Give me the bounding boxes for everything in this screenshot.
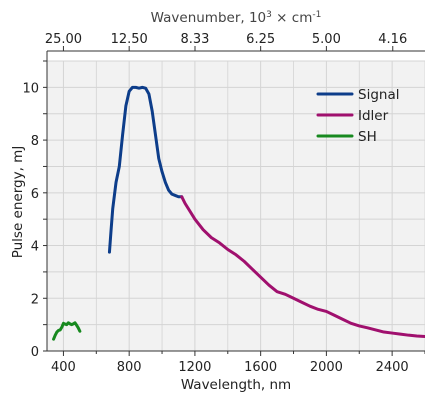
series-line-idler: [180, 195, 425, 338]
y-tick-label: 0: [31, 345, 39, 360]
top-tick-label: 12.50: [111, 32, 148, 47]
top-wavenumber-axis: 25.00 12.50 8.33 6.25 5.00 4.16: [45, 32, 407, 51]
horizontal-gridlines: [47, 60, 425, 326]
y-tick-label: 2: [31, 292, 39, 307]
x-axis-label: Wavelength, nm: [181, 377, 291, 393]
x-tick-label: 400: [51, 360, 76, 375]
y-tick-label: 6: [31, 187, 39, 202]
x-tick-label: 2000: [310, 360, 343, 375]
top-axis-label: Wavenumber, 103 × cm-1: [151, 10, 322, 26]
legend-label-signal: Signal: [358, 87, 399, 103]
vertical-gridlines: [62, 61, 425, 351]
y-tick-label: 8: [31, 134, 39, 149]
x-tick-label: 1600: [244, 360, 277, 375]
series-line-signal: [107, 85, 184, 254]
x-tick-label: 2400: [376, 360, 409, 375]
legend-label-idler: Idler: [358, 108, 389, 124]
legend-label-sh: SH: [358, 129, 377, 145]
plot-frame: [46, 50, 425, 352]
top-tick-label: 25.00: [45, 32, 82, 47]
x-tick-label: 1200: [178, 360, 211, 375]
top-tick-label: 5.00: [312, 32, 341, 47]
series-layer: [52, 85, 425, 341]
plot-area: [47, 61, 425, 351]
x-tick-label: 800: [117, 360, 142, 375]
legend: Signal Idler SH: [316, 87, 399, 145]
series-line-sh: [52, 321, 82, 341]
left-y-axis: 0 2 4 6 8 10: [22, 60, 47, 360]
bottom-x-axis: 400 800 1200 1600 2000 2400: [51, 351, 425, 375]
y-tick-label: 4: [31, 240, 39, 255]
top-tick-label: 8.33: [181, 32, 210, 47]
y-tick-label: 10: [22, 81, 39, 96]
plot-background: [47, 61, 425, 351]
top-tick-label: 4.16: [378, 32, 407, 47]
top-tick-label: 6.25: [246, 32, 275, 47]
y-axis-label: Pulse energy, mJ: [10, 146, 26, 259]
